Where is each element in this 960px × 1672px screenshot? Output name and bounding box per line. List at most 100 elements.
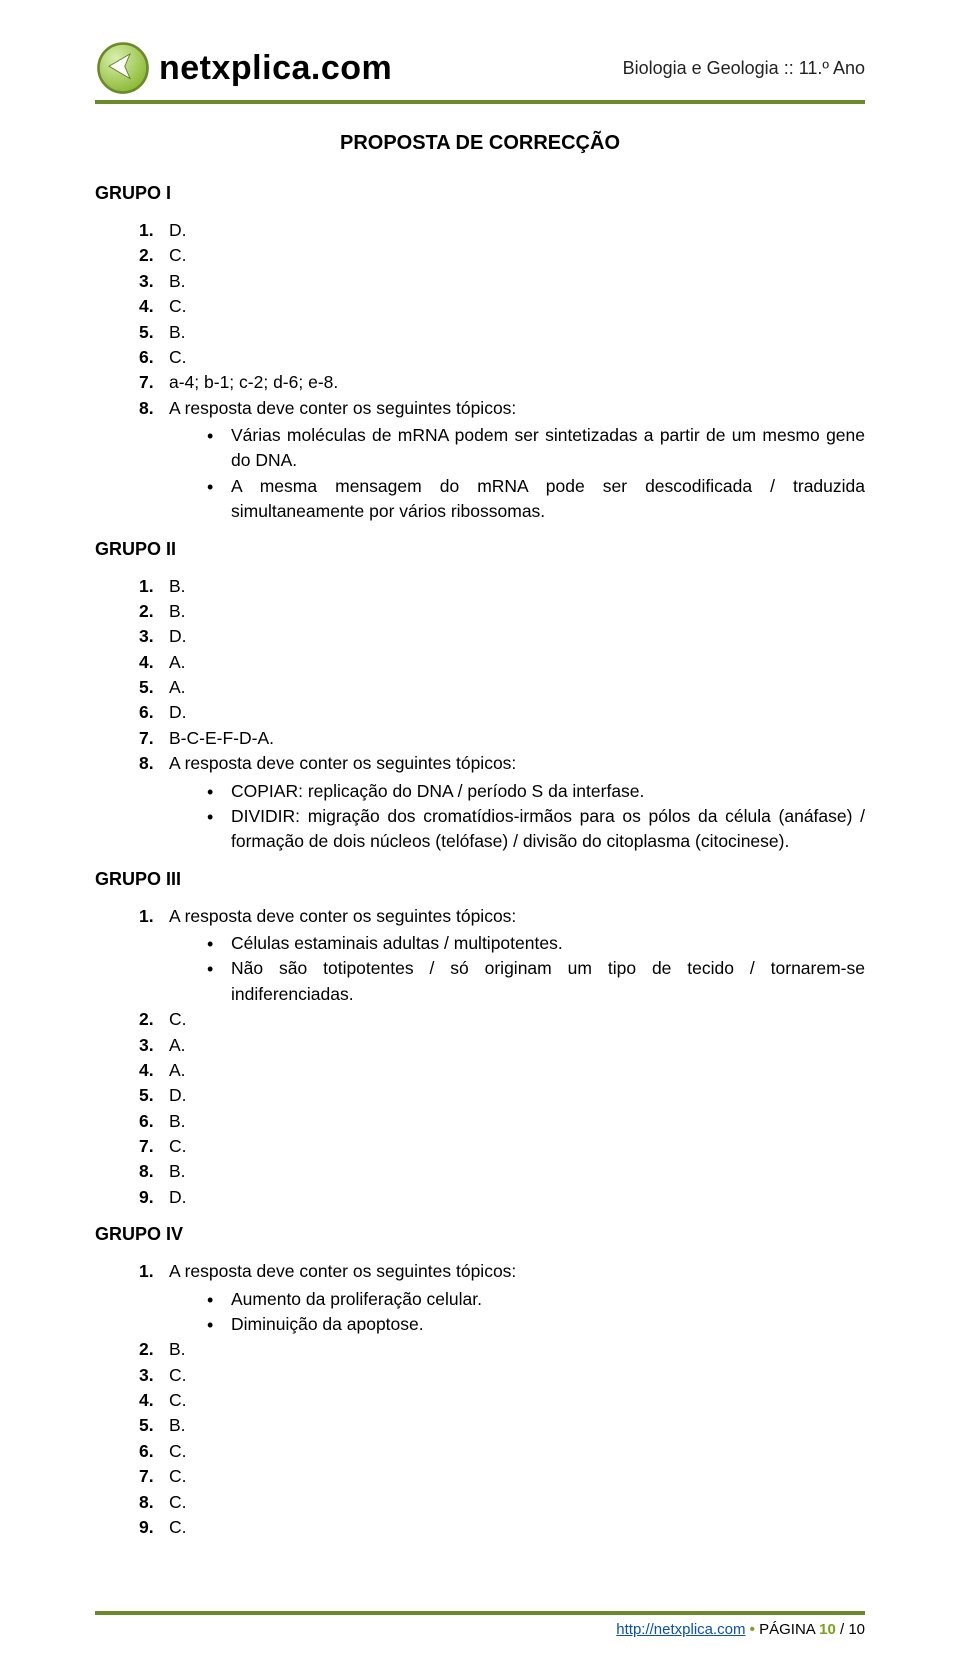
answer-number: 2. <box>139 1007 169 1032</box>
answer-item: 1.D. <box>139 218 865 243</box>
answer-value: D. <box>169 218 865 243</box>
answer-number: 3. <box>139 1363 169 1388</box>
answer-item: 4.A. <box>139 650 865 675</box>
answer-item: 7.B-C-E-F-D-A. <box>139 726 865 751</box>
answer-number: 3. <box>139 269 169 294</box>
answer-text: C. <box>169 1439 865 1464</box>
answer-list: 1.A resposta deve conter os seguintes tó… <box>95 904 865 1211</box>
answer-item: 2.C. <box>139 1007 865 1032</box>
answer-value: A. <box>169 1058 865 1083</box>
answer-text: C. <box>169 1490 865 1515</box>
bullet-item: DIVIDIR: migração dos cromatídios-irmãos… <box>207 804 865 855</box>
answer-list: 1.A resposta deve conter os seguintes tó… <box>95 1259 865 1540</box>
answer-number: 5. <box>139 320 169 345</box>
answer-text: D. <box>169 218 865 243</box>
answer-value: B. <box>169 599 865 624</box>
answer-item: 8.A resposta deve conter os seguintes tó… <box>139 396 865 525</box>
answer-text: A resposta deve conter os seguintes tópi… <box>169 751 865 776</box>
answer-text: B. <box>169 1337 865 1362</box>
answer-number: 8. <box>139 1159 169 1184</box>
bullet-list: COPIAR: replicação do DNA / período S da… <box>169 779 865 855</box>
answer-value: A. <box>169 1033 865 1058</box>
answer-item: 3.A. <box>139 1033 865 1058</box>
answer-value: C. <box>169 1363 865 1388</box>
answer-value: a-4; b-1; c-2; d-6; e-8. <box>169 370 865 395</box>
answer-text: A resposta deve conter os seguintes tópi… <box>169 1259 865 1284</box>
subject-label: Biologia e Geologia :: 11.º Ano <box>623 58 865 79</box>
answer-text: C. <box>169 1464 865 1489</box>
answer-text: B-C-E-F-D-A. <box>169 726 865 751</box>
answer-value: B. <box>169 1159 865 1184</box>
answer-value: C. <box>169 1439 865 1464</box>
answer-number: 1. <box>139 218 169 243</box>
answer-number: 5. <box>139 675 169 700</box>
answer-text: A resposta deve conter os seguintes tópi… <box>169 904 865 929</box>
answer-value: B. <box>169 1413 865 1438</box>
answer-number: 1. <box>139 1259 169 1337</box>
answer-number: 6. <box>139 345 169 370</box>
brand: netxplica.com <box>95 40 392 96</box>
answer-number: 4. <box>139 294 169 319</box>
footer-page-num: 10 <box>819 1621 836 1638</box>
answer-item: 6.D. <box>139 700 865 725</box>
answer-value: B. <box>169 320 865 345</box>
answer-text: D. <box>169 1185 865 1210</box>
answer-value: A resposta deve conter os seguintes tópi… <box>169 904 865 1008</box>
answer-value: C. <box>169 1007 865 1032</box>
bullet-item: Aumento da proliferação celular. <box>207 1287 865 1312</box>
answer-text: C. <box>169 1515 865 1540</box>
answer-number: 9. <box>139 1185 169 1210</box>
logo-icon <box>95 40 151 96</box>
answer-value: C. <box>169 345 865 370</box>
footer-page-label: PÁGINA <box>759 1621 819 1638</box>
answer-text: B. <box>169 1109 865 1134</box>
answer-item: 2.B. <box>139 599 865 624</box>
answer-item: 1.B. <box>139 574 865 599</box>
answer-value: A resposta deve conter os seguintes tópi… <box>169 396 865 525</box>
answer-value: A. <box>169 675 865 700</box>
answer-number: 6. <box>139 1439 169 1464</box>
answer-text: C. <box>169 1007 865 1032</box>
answer-item: 8.C. <box>139 1490 865 1515</box>
answer-item: 7.C. <box>139 1134 865 1159</box>
answer-number: 2. <box>139 243 169 268</box>
answer-value: B. <box>169 1109 865 1134</box>
answer-item: 4.C. <box>139 1388 865 1413</box>
footer-sep: • <box>746 1621 760 1638</box>
answer-value: D. <box>169 624 865 649</box>
answer-text: B. <box>169 1159 865 1184</box>
answer-item: 6.B. <box>139 1109 865 1134</box>
page: netxplica.com Biologia e Geologia :: 11.… <box>0 0 960 1672</box>
brand-text: netxplica.com <box>159 49 392 88</box>
answer-item: 8.B. <box>139 1159 865 1184</box>
answer-number: 6. <box>139 700 169 725</box>
answer-number: 2. <box>139 599 169 624</box>
answer-value: A. <box>169 650 865 675</box>
answer-value: C. <box>169 243 865 268</box>
answer-item: 3.B. <box>139 269 865 294</box>
header-rule <box>95 100 865 104</box>
footer-text: http://netxplica.com • PÁGINA 10 / 10 <box>95 1621 865 1638</box>
answer-value: C. <box>169 1490 865 1515</box>
group-title: GRUPO IV <box>95 1224 865 1245</box>
answer-list: 1.D.2.C.3.B.4.C.5.B.6.C.7.a-4; b-1; c-2;… <box>95 218 865 525</box>
answer-number: 7. <box>139 1464 169 1489</box>
bullet-item: Diminuição da apoptose. <box>207 1312 865 1337</box>
answer-number: 2. <box>139 1337 169 1362</box>
answer-value: B. <box>169 269 865 294</box>
answer-item: 6.C. <box>139 1439 865 1464</box>
answer-text: C. <box>169 345 865 370</box>
answer-value: C. <box>169 294 865 319</box>
answer-text: A. <box>169 1058 865 1083</box>
answer-item: 5.A. <box>139 675 865 700</box>
answer-value: C. <box>169 1134 865 1159</box>
footer-link[interactable]: http://netxplica.com <box>616 1621 745 1638</box>
answer-item: 5.D. <box>139 1083 865 1108</box>
answer-value: B-C-E-F-D-A. <box>169 726 865 751</box>
answer-item: 3.C. <box>139 1363 865 1388</box>
answer-item: 4.C. <box>139 294 865 319</box>
answer-item: 7.C. <box>139 1464 865 1489</box>
answer-number: 8. <box>139 751 169 855</box>
answer-number: 4. <box>139 650 169 675</box>
answer-number: 3. <box>139 624 169 649</box>
